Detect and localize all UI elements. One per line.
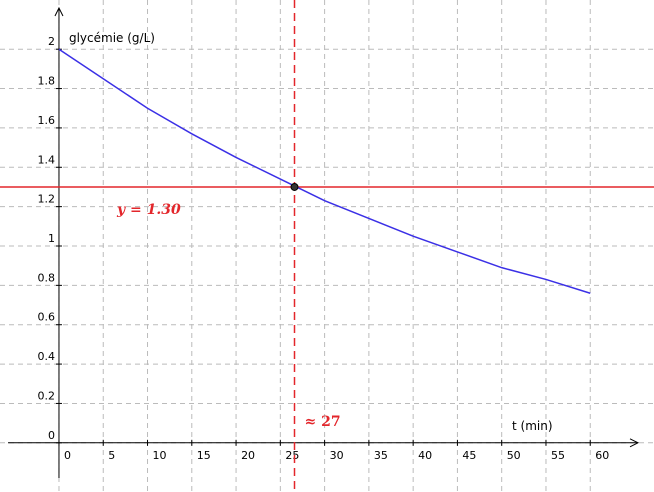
x-tick-label: 35 (374, 449, 388, 462)
axes: 0 5 10 15 20 25 30 35 40 45 50 55 60 0 0.2 0.4 0.6 0.8 1 1.… (8, 6, 640, 478)
y-tick-label: 2 (48, 35, 55, 48)
x-tick-label: 0 (64, 449, 71, 462)
intersection-point (290, 182, 299, 191)
threshold-label: y = 1.30 (116, 202, 181, 218)
y-axis-label: glycémie (g/L) (69, 31, 155, 45)
y-tick-label: 0.2 (37, 389, 55, 402)
x-tick-label: 60 (595, 449, 609, 462)
x-tick-label: 5 (108, 449, 115, 462)
x-tick-label: 50 (507, 449, 521, 462)
y-tick-label: 1 (48, 232, 55, 245)
x-tick-label: 10 (153, 449, 167, 462)
x-axis-arrow (629, 438, 640, 448)
x-tick-label: 20 (241, 449, 255, 462)
solution-label: ≈ 27 (305, 414, 341, 430)
x-tick-label: 15 (197, 449, 211, 462)
x-tick-label: 45 (462, 449, 476, 462)
y-tick-label: 1.4 (37, 153, 55, 166)
curve (58, 48, 591, 294)
x-tick-label: 55 (551, 449, 565, 462)
y-tick-label: 0.6 (37, 311, 55, 324)
x-axis-label: t (min) (512, 419, 553, 433)
x-tick-label: 30 (330, 449, 344, 462)
x-tick-label: 40 (418, 449, 432, 462)
y-tick-label: 0.4 (37, 350, 55, 363)
y-tick-label: 1.2 (37, 193, 55, 206)
y-tick-label: 0.8 (37, 271, 55, 284)
y-tick-label: 1.6 (37, 114, 55, 127)
y-axis-arrow (54, 6, 64, 17)
x-tick-label: 25 (285, 449, 299, 462)
y-tick-label: 0 (48, 429, 55, 442)
y-tick-label: 1.8 (37, 75, 55, 88)
